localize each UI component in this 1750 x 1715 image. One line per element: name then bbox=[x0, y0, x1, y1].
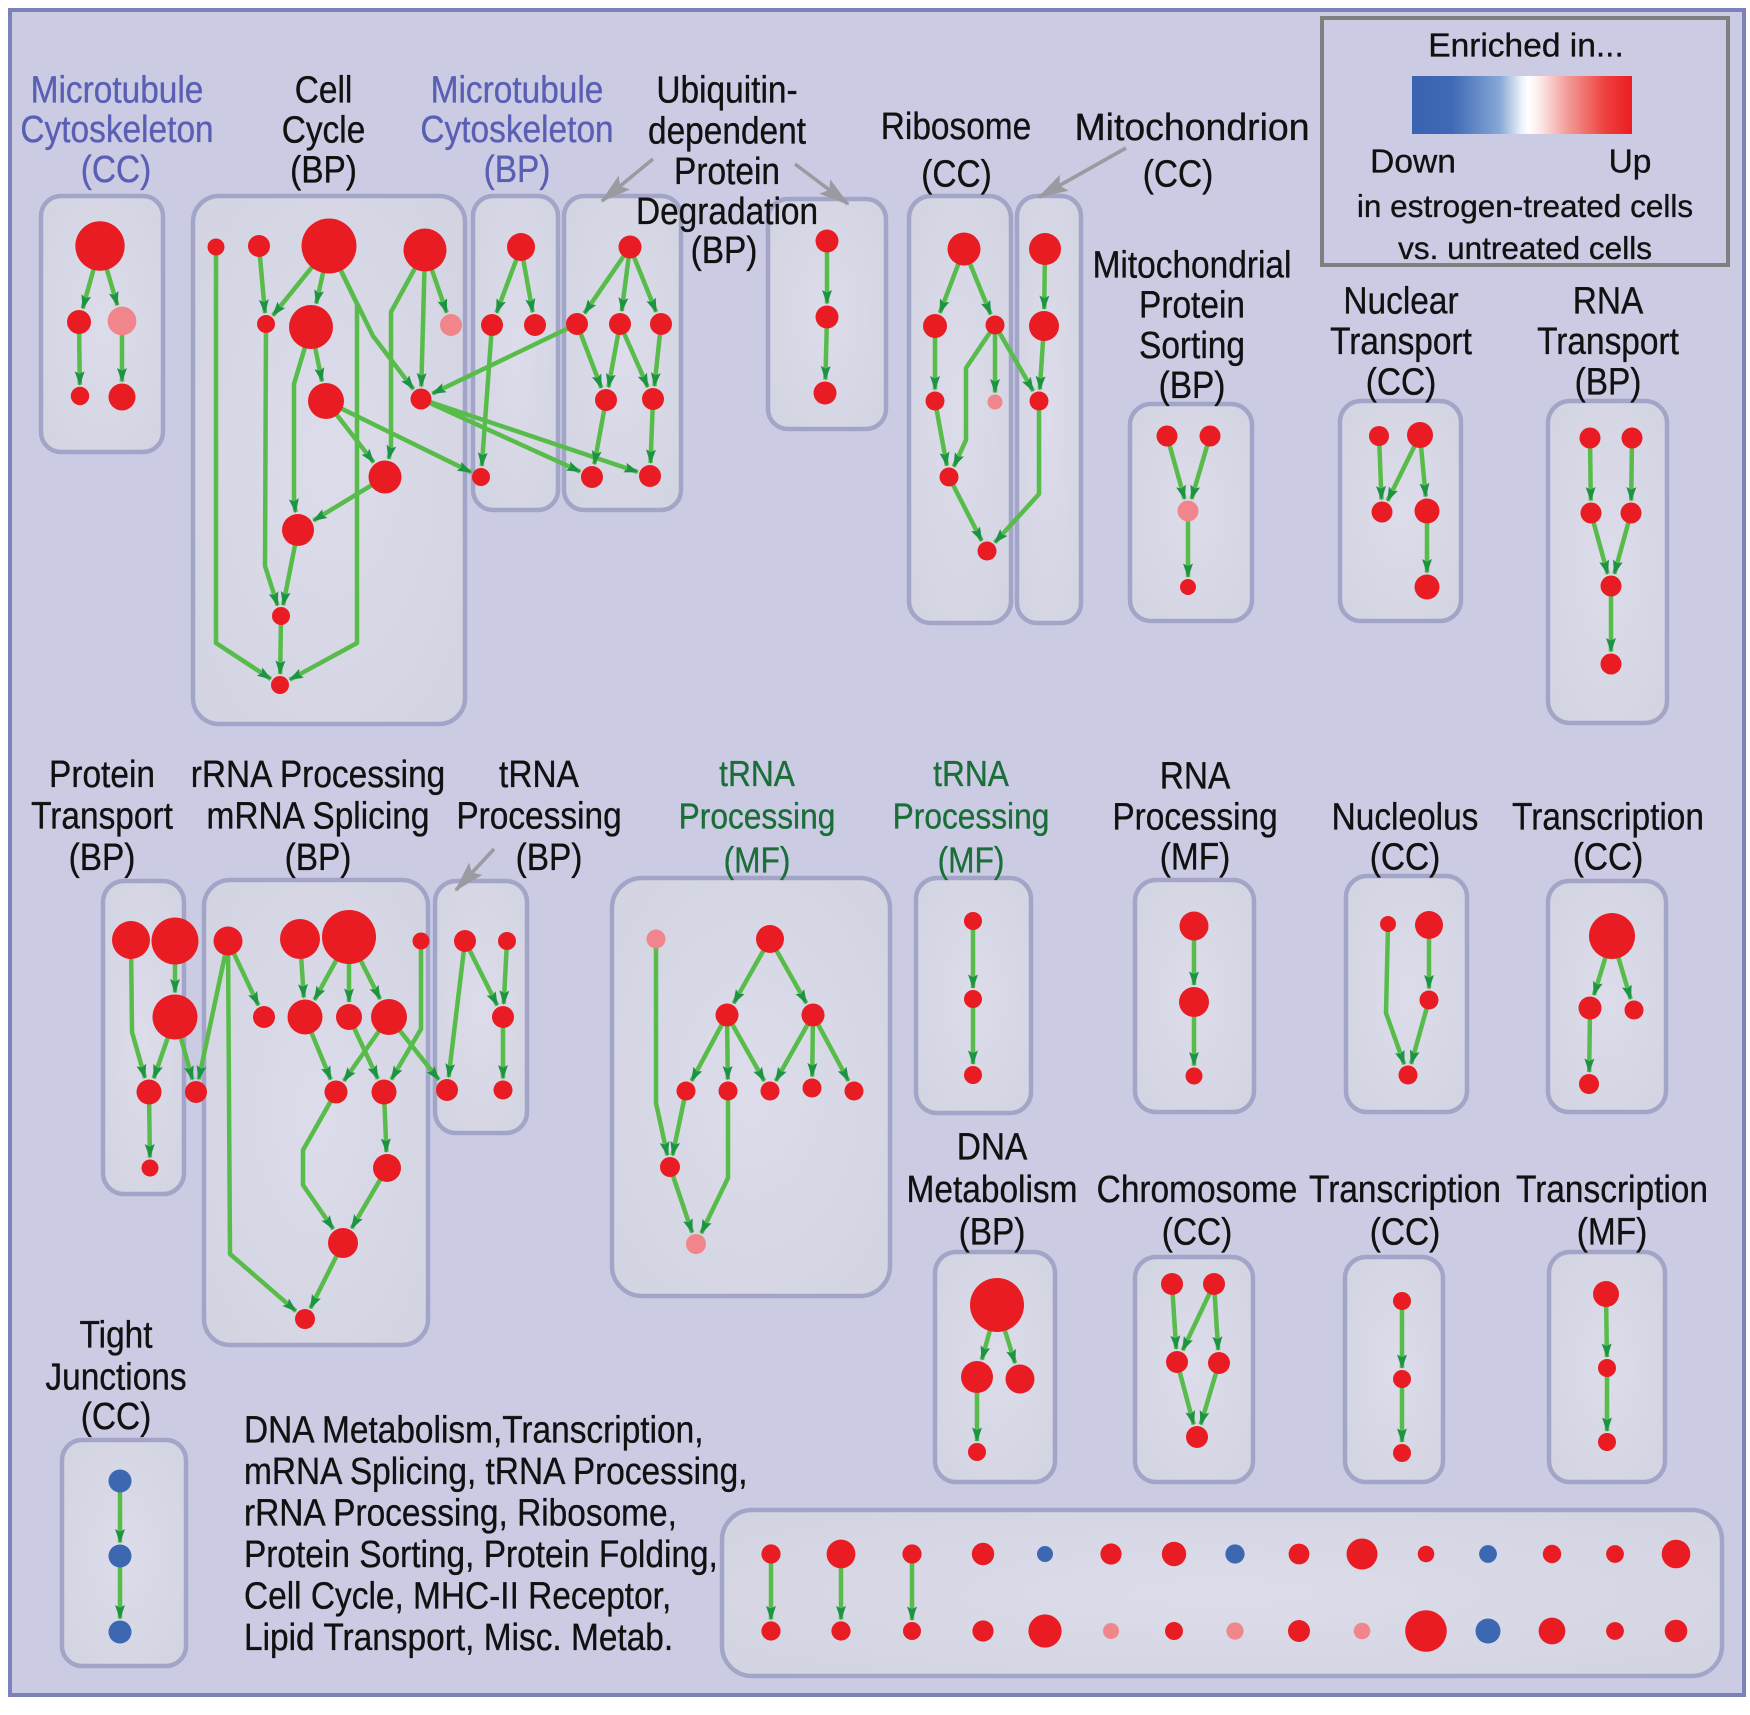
svg-text:Tight: Tight bbox=[79, 1314, 152, 1356]
svg-text:Junctions: Junctions bbox=[45, 1356, 186, 1398]
svg-text:Protein Sorting, Protein Foldi: Protein Sorting, Protein Folding, bbox=[244, 1533, 718, 1575]
svg-text:(CC): (CC) bbox=[921, 153, 992, 195]
svg-text:(BP): (BP) bbox=[290, 149, 357, 191]
svg-text:Down: Down bbox=[1370, 144, 1456, 181]
svg-text:Protein: Protein bbox=[674, 150, 780, 192]
svg-text:Cell Cycle, MHC-II Receptor,: Cell Cycle, MHC-II Receptor, bbox=[244, 1575, 671, 1617]
svg-text:(BP): (BP) bbox=[484, 148, 551, 190]
svg-text:Transport: Transport bbox=[1537, 320, 1679, 362]
svg-text:Nuclear: Nuclear bbox=[1343, 280, 1458, 322]
svg-text:Degradation: Degradation bbox=[636, 190, 818, 232]
svg-text:(MF): (MF) bbox=[1160, 836, 1231, 878]
svg-text:(CC): (CC) bbox=[1573, 836, 1644, 878]
svg-text:Enriched in...: Enriched in... bbox=[1428, 28, 1624, 65]
svg-text:mRNA Splicing: mRNA Splicing bbox=[207, 795, 430, 837]
svg-text:Metabolism: Metabolism bbox=[907, 1168, 1078, 1210]
svg-text:(CC): (CC) bbox=[1370, 836, 1441, 878]
svg-text:Microtubule: Microtubule bbox=[31, 69, 204, 111]
svg-text:tRNA: tRNA bbox=[933, 754, 1009, 794]
svg-text:vs. untreated cells: vs. untreated cells bbox=[1398, 230, 1652, 266]
svg-text:Processing: Processing bbox=[1112, 795, 1277, 837]
svg-text:Microtubule: Microtubule bbox=[431, 69, 604, 111]
svg-text:Transport: Transport bbox=[31, 795, 173, 837]
svg-text:(CC): (CC) bbox=[1143, 153, 1214, 195]
svg-text:Sorting: Sorting bbox=[1139, 324, 1245, 366]
svg-text:Protein: Protein bbox=[49, 753, 155, 795]
svg-text:(BP): (BP) bbox=[1159, 364, 1226, 406]
svg-text:Mitochondrial: Mitochondrial bbox=[1093, 244, 1292, 286]
svg-text:(BP): (BP) bbox=[691, 229, 758, 271]
svg-text:(BP): (BP) bbox=[516, 836, 583, 878]
svg-text:in estrogen-treated cells: in estrogen-treated cells bbox=[1357, 188, 1693, 224]
svg-text:(CC): (CC) bbox=[1162, 1211, 1233, 1253]
svg-text:(CC): (CC) bbox=[81, 148, 152, 190]
svg-text:Chromosome: Chromosome bbox=[1097, 1168, 1298, 1210]
svg-text:rRNA Processing, Ribosome,: rRNA Processing, Ribosome, bbox=[244, 1492, 677, 1534]
svg-text:Processing: Processing bbox=[893, 797, 1050, 837]
svg-text:(MF): (MF) bbox=[938, 841, 1005, 881]
svg-text:DNA: DNA bbox=[957, 1126, 1028, 1168]
svg-text:Ribosome: Ribosome bbox=[881, 105, 1032, 147]
svg-text:tRNA: tRNA bbox=[719, 754, 795, 794]
svg-text:rRNA Processing: rRNA Processing bbox=[191, 753, 446, 795]
svg-text:mRNA Splicing, tRNA Processing: mRNA Splicing, tRNA Processing, bbox=[244, 1450, 747, 1492]
svg-text:Transport: Transport bbox=[1330, 320, 1472, 362]
svg-text:RNA: RNA bbox=[1573, 280, 1644, 322]
svg-text:Mitochondrion: Mitochondrion bbox=[1074, 106, 1309, 148]
svg-text:(BP): (BP) bbox=[959, 1211, 1026, 1253]
svg-text:(CC): (CC) bbox=[1366, 360, 1437, 402]
svg-text:(BP): (BP) bbox=[69, 836, 136, 878]
svg-text:Transcription: Transcription bbox=[1309, 1168, 1501, 1210]
svg-text:dependent: dependent bbox=[648, 110, 806, 152]
svg-text:(BP): (BP) bbox=[285, 836, 352, 878]
svg-text:Nucleolus: Nucleolus bbox=[1332, 795, 1479, 837]
svg-text:(MF): (MF) bbox=[724, 841, 791, 881]
svg-text:Cell: Cell bbox=[295, 69, 353, 111]
svg-text:(CC): (CC) bbox=[1370, 1211, 1441, 1253]
svg-text:Processing: Processing bbox=[679, 797, 836, 837]
svg-text:Transcription: Transcription bbox=[1516, 1168, 1708, 1210]
svg-text:DNA Metabolism,Transcription,: DNA Metabolism,Transcription, bbox=[244, 1409, 703, 1451]
svg-text:Cytoskeleton: Cytoskeleton bbox=[20, 108, 213, 150]
svg-text:tRNA: tRNA bbox=[499, 753, 579, 795]
svg-text:Protein: Protein bbox=[1139, 284, 1245, 326]
svg-text:Lipid Transport, Misc. Metab.: Lipid Transport, Misc. Metab. bbox=[244, 1616, 673, 1658]
svg-text:Cycle: Cycle bbox=[282, 109, 366, 151]
svg-text:Cytoskeleton: Cytoskeleton bbox=[420, 108, 613, 150]
svg-text:Processing: Processing bbox=[456, 795, 621, 837]
svg-text:(MF): (MF) bbox=[1577, 1211, 1648, 1253]
svg-text:Transcription: Transcription bbox=[1512, 795, 1704, 837]
svg-text:(BP): (BP) bbox=[1575, 360, 1642, 402]
svg-text:Ubiquitin-: Ubiquitin- bbox=[656, 69, 797, 111]
svg-text:RNA: RNA bbox=[1160, 755, 1231, 797]
svg-text:Up: Up bbox=[1609, 144, 1652, 181]
svg-text:(CC): (CC) bbox=[81, 1395, 152, 1437]
